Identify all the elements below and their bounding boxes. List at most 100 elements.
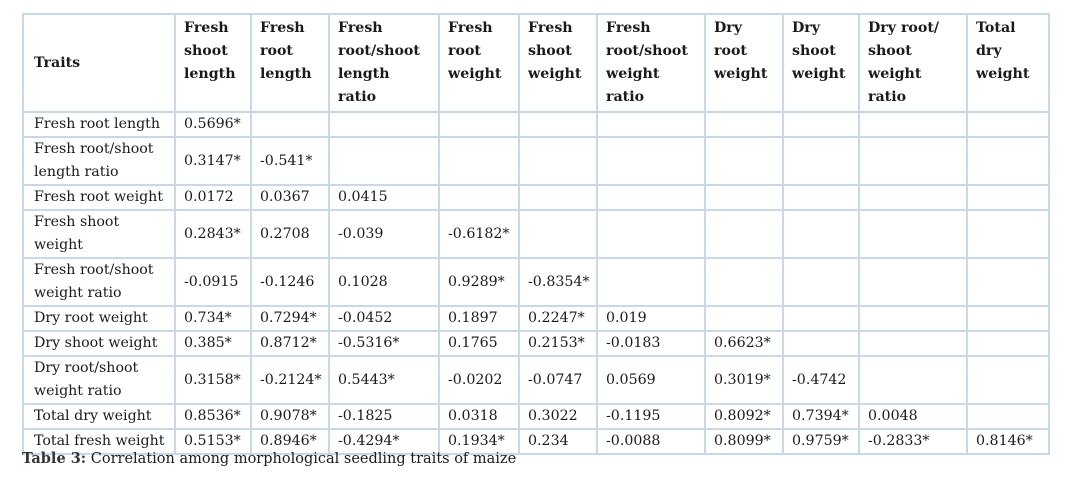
- table-cell: [782, 257, 860, 307]
- table-cell: 0.8099*: [704, 428, 784, 455]
- table-row: Total dry weight 0.8536* 0.9078* -0.1825 0.0…: [22, 403, 1050, 430]
- row-label: Fresh root length: [22, 111, 176, 138]
- table-cell: [596, 111, 706, 138]
- header-fresh-root-shoot-weight-ratio: Fresh root/shoot weight ratio: [596, 13, 706, 113]
- table-cell: [596, 184, 706, 211]
- table-cell: [596, 209, 706, 259]
- caption-label: Table 3:: [22, 450, 87, 467]
- table-cell: -0.0088: [596, 428, 706, 455]
- header-fresh-root-shoot-length-ratio: Fresh root/shoot length ratio: [328, 13, 440, 113]
- table-cell: 0.734*: [174, 305, 252, 332]
- header-total-dry-weight: Total dry weight: [966, 13, 1050, 113]
- table-cell: -0.0915: [174, 257, 252, 307]
- table-cell: [858, 209, 968, 259]
- table-cell: [438, 136, 520, 186]
- table-cell: 0.3022: [518, 403, 598, 430]
- header-dry-root-shoot-weight-ratio: Dry root/ shoot weight ratio: [858, 13, 968, 113]
- table-cell: [966, 257, 1050, 307]
- table-cell: [518, 184, 598, 211]
- table-cell: -0.4294*: [328, 428, 440, 455]
- table-cell: 0.1765: [438, 330, 520, 357]
- table-cell: 0.0415: [328, 184, 440, 211]
- table-cell: 0.9078*: [250, 403, 330, 430]
- table-cell: [328, 111, 440, 138]
- table-caption: Table 3: Correlation among morphological…: [22, 450, 516, 467]
- table-cell: [782, 111, 860, 138]
- table-cell: 0.385*: [174, 330, 252, 357]
- table-cell: -0.1246: [250, 257, 330, 307]
- table-cell: [518, 111, 598, 138]
- table-cell: 0.5443*: [328, 355, 440, 405]
- table-cell: [858, 305, 968, 332]
- table-cell: [858, 111, 968, 138]
- table-cell: 0.5696*: [174, 111, 252, 138]
- table-row: Fresh root length 0.5696*: [22, 111, 1050, 138]
- row-label: Total dry weight: [22, 403, 176, 430]
- table-cell: [704, 305, 784, 332]
- table-cell: -0.1825: [328, 403, 440, 430]
- row-label: Fresh root/shoot weight ratio: [22, 257, 176, 307]
- table-cell: [596, 257, 706, 307]
- table-cell: 0.7394*: [782, 403, 860, 430]
- table-cell: 0.0048: [858, 403, 968, 430]
- table-cell: [518, 136, 598, 186]
- table-cell: 0.8092*: [704, 403, 784, 430]
- table-row: Total fresh weight 0.5153* 0.8946* -0.4294*…: [22, 428, 1050, 455]
- table-cell: 0.3158*: [174, 355, 252, 405]
- table-cell: -0.2124*: [250, 355, 330, 405]
- table-header-row: Traits Fresh shoot length Fresh root len…: [22, 13, 1050, 113]
- row-label: Fresh root weight: [22, 184, 176, 211]
- table-cell: 0.9759*: [782, 428, 860, 455]
- table-row: Fresh shoot weight 0.2843* 0.2708 -0.039 -0.…: [22, 209, 1050, 259]
- table-row: Fresh root/shoot weight ratio -0.0915 -0.1…: [22, 257, 1050, 307]
- table-body: Fresh root length 0.5696* Fresh root/shoot…: [22, 111, 1050, 455]
- correlation-table: Traits Fresh shoot length Fresh root len…: [22, 13, 1050, 455]
- table-cell: [966, 330, 1050, 357]
- table-cell: -0.0452: [328, 305, 440, 332]
- table-cell: [704, 136, 784, 186]
- table-cell: [966, 305, 1050, 332]
- table-cell: 0.8146*: [966, 428, 1050, 455]
- table-cell: [858, 184, 968, 211]
- row-label: Fresh root/shoot length ratio: [22, 136, 176, 186]
- row-label: Dry shoot weight: [22, 330, 176, 357]
- table-cell: 0.0172: [174, 184, 252, 211]
- table-cell: [328, 136, 440, 186]
- table-cell: -0.4742: [782, 355, 860, 405]
- header-fresh-shoot-length: Fresh shoot length: [174, 13, 252, 113]
- table-cell: 0.2708: [250, 209, 330, 259]
- table-cell: [966, 184, 1050, 211]
- table-row: Dry shoot weight 0.385* 0.8712* -0.5316* 0.1…: [22, 330, 1050, 357]
- table-row: Fresh root weight 0.0172 0.0367 0.0415: [22, 184, 1050, 211]
- row-label: Dry root/shoot weight ratio: [22, 355, 176, 405]
- table-cell: 0.9289*: [438, 257, 520, 307]
- table-cell: -0.1195: [596, 403, 706, 430]
- table-cell: 0.0318: [438, 403, 520, 430]
- header-traits: Traits: [22, 13, 176, 113]
- table-cell: [858, 330, 968, 357]
- table-cell: 0.2153*: [518, 330, 598, 357]
- table-cell: [782, 184, 860, 211]
- table-cell: 0.0569: [596, 355, 706, 405]
- table-cell: [250, 111, 330, 138]
- table-row: Dry root weight 0.734* 0.7294* -0.0452 0.189…: [22, 305, 1050, 332]
- table-cell: -0.039: [328, 209, 440, 259]
- table-cell: 0.8946*: [250, 428, 330, 455]
- table-cell: [966, 355, 1050, 405]
- table-cell: 0.6623*: [704, 330, 784, 357]
- row-label: Fresh shoot weight: [22, 209, 176, 259]
- table-cell: 0.3147*: [174, 136, 252, 186]
- table-cell: 0.1897: [438, 305, 520, 332]
- header-fresh-root-length: Fresh root length: [250, 13, 330, 113]
- table-cell: [858, 136, 968, 186]
- caption-text: Correlation among morphological seedling…: [86, 451, 517, 467]
- table-cell: -0.0183: [596, 330, 706, 357]
- table-cell: 0.0367: [250, 184, 330, 211]
- row-label: Dry root weight: [22, 305, 176, 332]
- header-fresh-shoot-weight: Fresh shoot weight: [518, 13, 598, 113]
- table-cell: [704, 184, 784, 211]
- header-fresh-root-weight: Fresh root weight: [438, 13, 520, 113]
- table-cell: [704, 209, 784, 259]
- table-cell: [704, 257, 784, 307]
- table-cell: 0.2843*: [174, 209, 252, 259]
